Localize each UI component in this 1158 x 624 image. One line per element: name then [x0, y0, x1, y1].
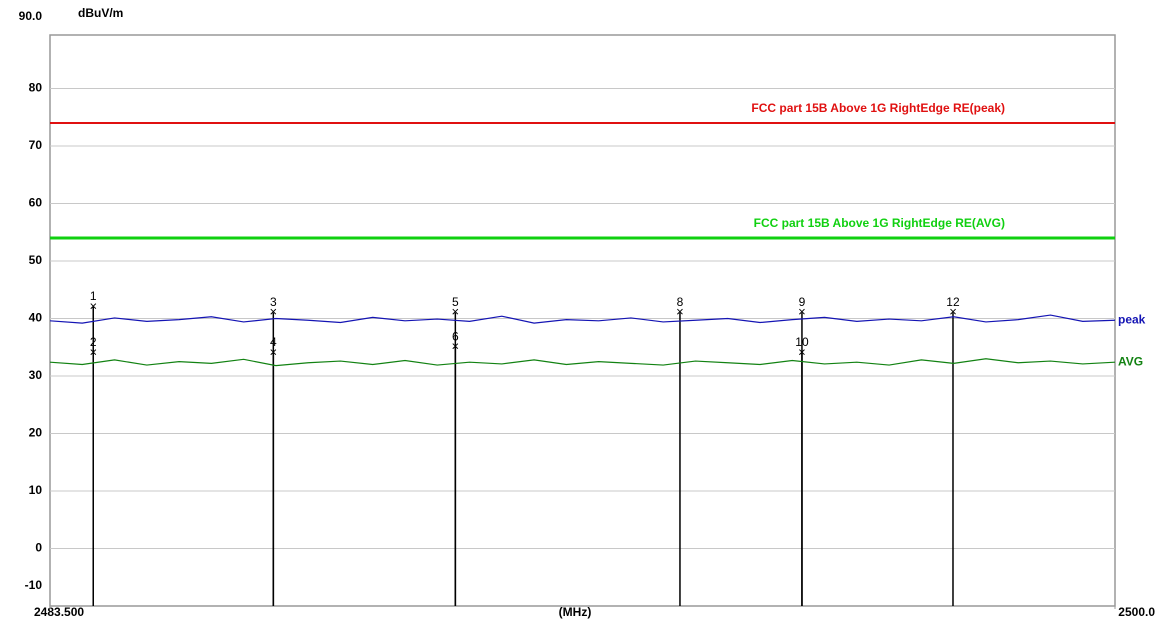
- series-label: peak: [1118, 312, 1146, 326]
- y-tick-label: 0: [35, 541, 42, 555]
- y-tick-label: 10: [29, 483, 43, 497]
- marker-x: ×: [270, 344, 278, 359]
- marker-x: ×: [89, 298, 97, 313]
- y-tick-label: 40: [29, 311, 43, 325]
- marker-x: ×: [798, 344, 806, 359]
- series-label: AVG: [1118, 354, 1143, 368]
- marker-label: 2: [90, 335, 97, 349]
- y-axis-label: dBuV/m: [78, 6, 123, 20]
- marker-label: 12: [946, 295, 960, 309]
- marker-x: ×: [270, 304, 278, 319]
- marker-x: ×: [452, 304, 460, 319]
- y-tick-label: 90.0: [19, 9, 43, 23]
- marker-x: ×: [89, 344, 97, 359]
- y-tick-label: 60: [29, 196, 43, 210]
- y-tick-label: 80: [29, 81, 43, 95]
- marker-label: 4: [270, 335, 277, 349]
- marker-x: ×: [676, 304, 684, 319]
- marker-label: 1: [90, 289, 97, 303]
- y-tick-label: -10: [25, 578, 43, 592]
- y-tick-label: 70: [29, 138, 43, 152]
- marker-x: ×: [949, 304, 957, 319]
- x-tick-label: 2483.500: [34, 605, 84, 619]
- marker-label: 8: [677, 295, 684, 309]
- series-line: [49, 314, 1116, 324]
- marker-x: ×: [798, 304, 806, 319]
- limit-label: FCC part 15B Above 1G RightEdge RE(AVG): [754, 216, 1005, 230]
- marker-x: ×: [452, 339, 460, 354]
- marker-label: 6: [452, 329, 459, 343]
- marker-label: 10: [795, 335, 809, 349]
- limit-label: FCC part 15B Above 1G RightEdge RE(peak): [751, 101, 1005, 115]
- y-tick-label: 50: [29, 253, 43, 267]
- marker-label: 3: [270, 295, 277, 309]
- y-tick-label: 30: [29, 368, 43, 382]
- marker-label: 5: [452, 295, 459, 309]
- y-tick-label: 20: [29, 426, 43, 440]
- marker-label: 9: [799, 295, 806, 309]
- x-axis-label: (MHz): [559, 605, 592, 619]
- x-tick-label: 2500.0: [1118, 605, 1155, 619]
- series-line: [49, 358, 1116, 367]
